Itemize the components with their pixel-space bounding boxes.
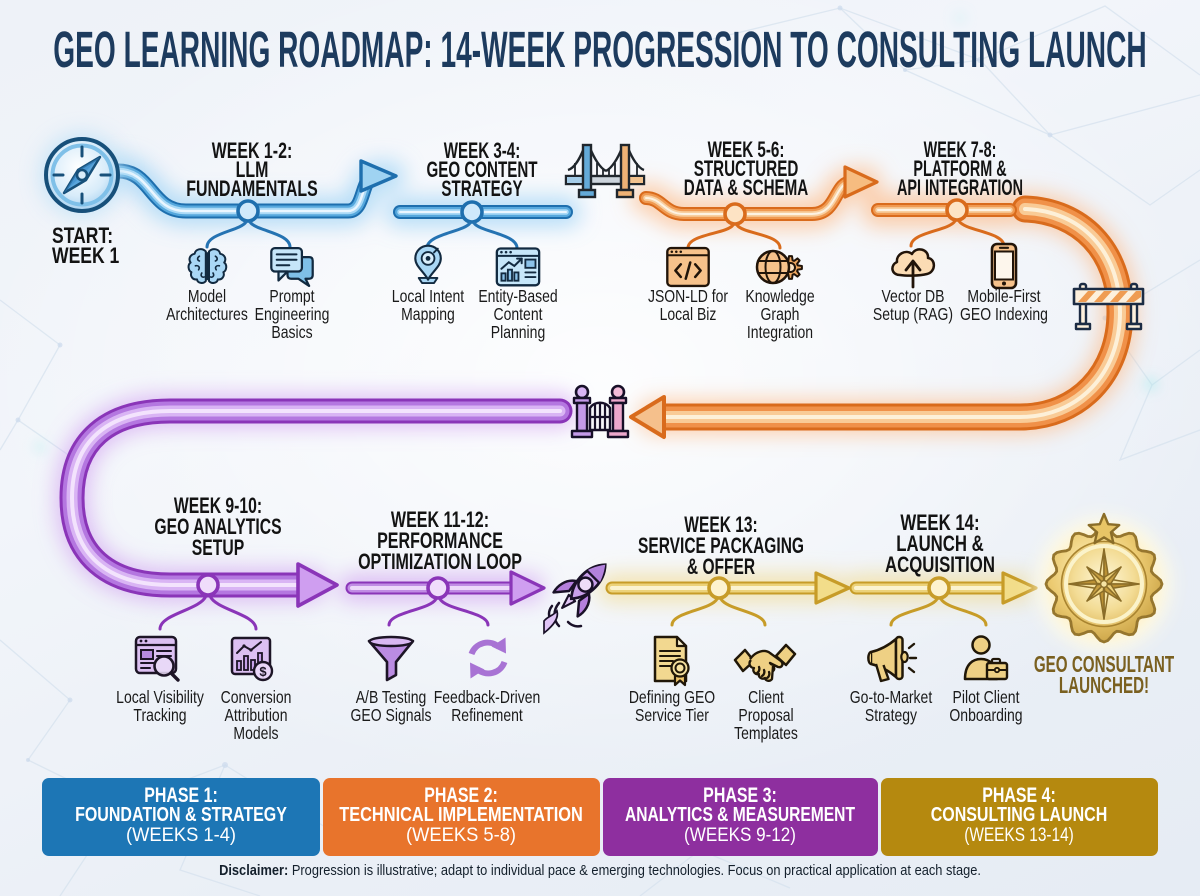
svg-text:$: $ <box>259 664 267 679</box>
